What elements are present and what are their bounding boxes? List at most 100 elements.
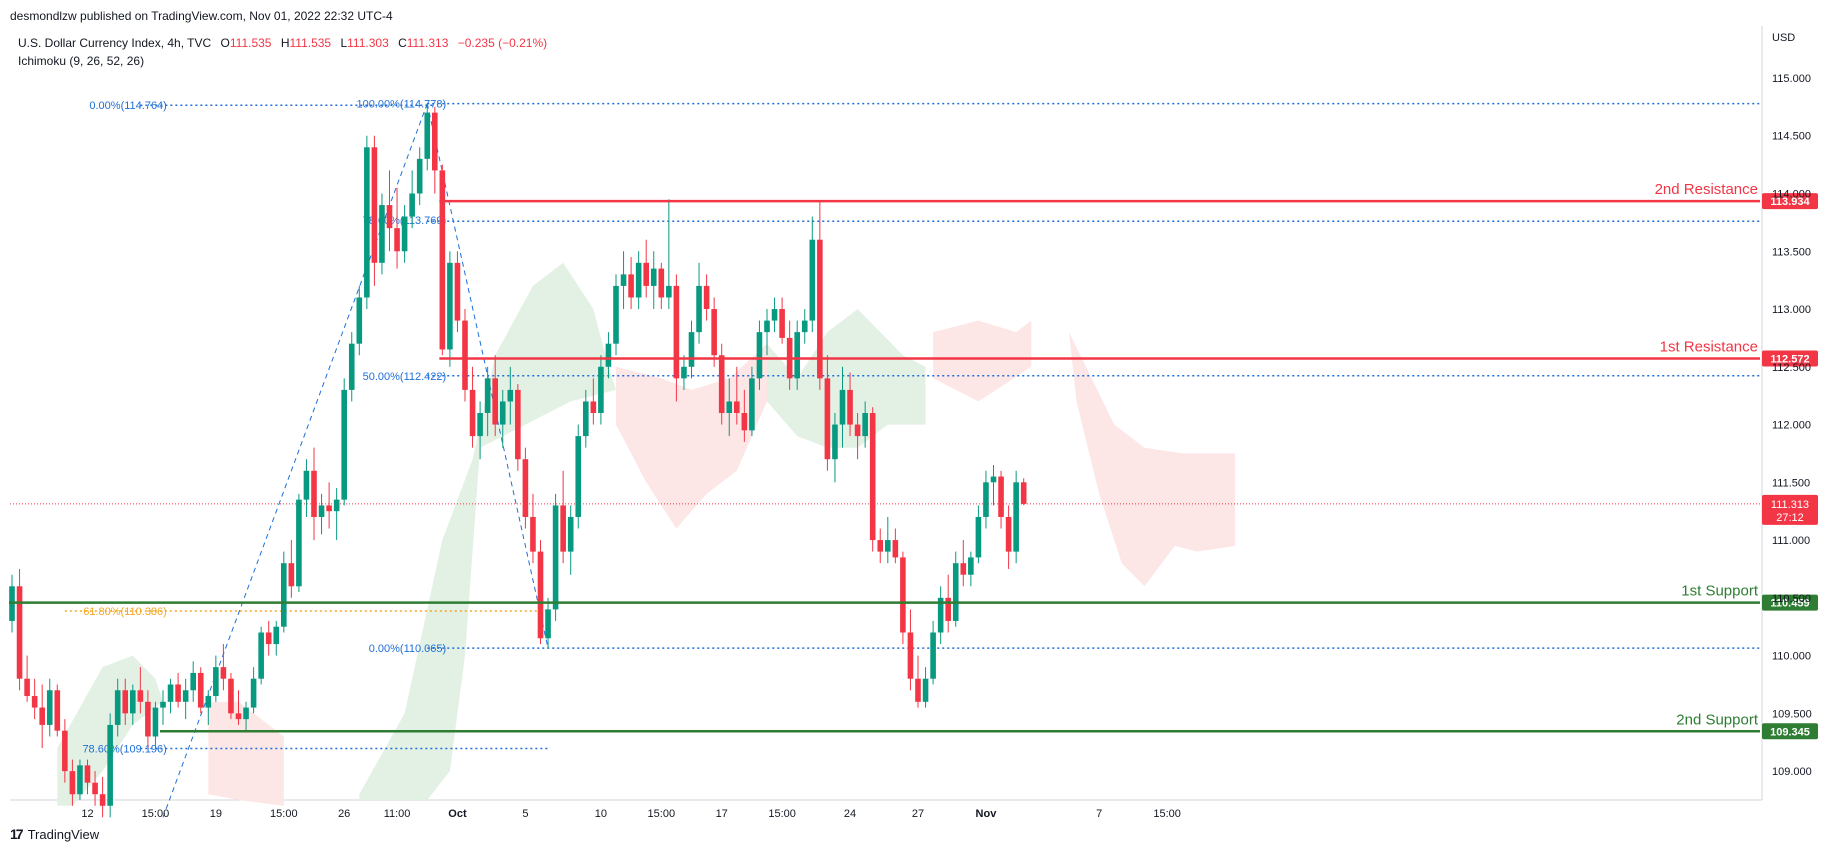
candle-body bbox=[107, 724, 113, 806]
candle-body bbox=[24, 678, 30, 697]
candle-body bbox=[620, 274, 627, 286]
candle-body bbox=[809, 239, 816, 321]
candle-body bbox=[364, 147, 370, 298]
price-axis-tick: 115.000 bbox=[1772, 73, 1811, 85]
candle-body bbox=[77, 765, 83, 795]
time-axis-tick: 15:00 bbox=[142, 808, 170, 820]
candle-body bbox=[348, 343, 355, 390]
time-axis-tick: 7 bbox=[1096, 808, 1102, 820]
candle-body bbox=[432, 112, 438, 171]
candle-body bbox=[182, 690, 189, 702]
candle-body bbox=[741, 413, 748, 431]
candle-body bbox=[628, 274, 634, 298]
candle-body bbox=[356, 297, 363, 344]
candle-body bbox=[552, 505, 559, 610]
ichimoku-cloud bbox=[1069, 332, 1236, 587]
candle-body bbox=[416, 158, 423, 194]
level-price-value: 112.572 bbox=[1770, 353, 1809, 365]
time-axis-tick: 15:00 bbox=[768, 808, 796, 820]
price-axis-tick: 111.000 bbox=[1772, 535, 1810, 547]
candle-body bbox=[764, 320, 770, 333]
price-axis-tick: 109.000 bbox=[1772, 766, 1812, 778]
candle-body bbox=[303, 470, 310, 500]
candle-body bbox=[175, 684, 181, 702]
fib-level-label: 0.00%(114.764) bbox=[89, 100, 166, 112]
candle-body bbox=[703, 285, 710, 310]
ichimoku-cloud bbox=[933, 320, 1032, 402]
candle-body bbox=[39, 707, 45, 725]
candle-body bbox=[296, 499, 302, 587]
fib-level-label: 50.00%(112.422) bbox=[363, 371, 447, 383]
candle-body bbox=[726, 401, 733, 413]
price-axis-tick: 112.000 bbox=[1772, 420, 1811, 432]
candle-body bbox=[341, 389, 347, 500]
candle-body bbox=[114, 690, 121, 725]
candle-body bbox=[265, 632, 272, 645]
candle-body bbox=[922, 678, 929, 702]
price-axis-tick: 114.000 bbox=[1772, 189, 1811, 201]
candle-body bbox=[250, 678, 257, 708]
time-axis-tick: 17 bbox=[716, 808, 728, 820]
candle-body bbox=[326, 505, 332, 512]
candle-body bbox=[545, 609, 551, 639]
candle-body bbox=[137, 690, 144, 702]
fib-level-label: 100.00%(114.778) bbox=[356, 99, 446, 111]
time-axis-tick: 27 bbox=[912, 808, 924, 820]
close-value: 111.313 bbox=[406, 36, 449, 50]
candle-body bbox=[469, 389, 476, 437]
candle-body bbox=[190, 672, 196, 691]
candle-body bbox=[167, 684, 174, 702]
symbol-name[interactable]: U.S. Dollar Currency Index, 4h, TVC bbox=[18, 36, 212, 50]
candle-body bbox=[718, 355, 725, 413]
level-price-tag bbox=[1762, 723, 1818, 740]
candle-body bbox=[492, 378, 498, 425]
candle-body bbox=[1013, 482, 1019, 552]
candle-body bbox=[650, 268, 657, 286]
candle-body bbox=[318, 505, 325, 517]
fib-level-label: 78.60%(109.196) bbox=[82, 743, 166, 755]
fib-level-label: 61.80%(110.386) bbox=[83, 606, 167, 618]
candle-body bbox=[69, 771, 76, 795]
candle-body bbox=[945, 597, 951, 621]
candle-body bbox=[794, 332, 800, 379]
candle-body bbox=[930, 632, 936, 679]
time-axis-tick: 10 bbox=[595, 808, 607, 820]
low-value: 111.303 bbox=[347, 36, 389, 50]
candle-body bbox=[968, 557, 974, 575]
candle-body bbox=[869, 413, 876, 541]
time-axis-tick: 15:00 bbox=[648, 808, 676, 820]
bar-countdown: 27:12 bbox=[1776, 512, 1804, 524]
candle-body bbox=[862, 413, 868, 437]
level-name: 2nd Support bbox=[1676, 711, 1759, 728]
candle-body bbox=[145, 701, 151, 737]
candle-body bbox=[462, 320, 468, 390]
price-axis-tick: 109.500 bbox=[1772, 708, 1812, 720]
candle-body bbox=[779, 309, 785, 338]
price-axis-currency: USD bbox=[1772, 32, 1795, 44]
candle-body bbox=[454, 262, 461, 321]
candle-body bbox=[960, 563, 967, 575]
candle-body bbox=[847, 389, 853, 425]
candle-body bbox=[605, 343, 612, 367]
candle-body bbox=[666, 285, 672, 298]
candle-body bbox=[62, 730, 68, 772]
level-name: 2nd Resistance bbox=[1655, 181, 1758, 198]
candle-body bbox=[122, 690, 129, 714]
candle-body bbox=[477, 413, 483, 437]
tradingview-brand[interactable]: 17 TradingView bbox=[10, 826, 99, 842]
price-axis-tick: 113.500 bbox=[1772, 246, 1811, 258]
candle-body bbox=[243, 707, 249, 720]
candle-body bbox=[394, 228, 400, 252]
candle-body bbox=[824, 378, 831, 460]
candle-body bbox=[598, 366, 604, 413]
candle-body bbox=[673, 285, 680, 379]
candle-body bbox=[583, 401, 589, 437]
high-label: H bbox=[280, 36, 290, 50]
candle-body bbox=[575, 436, 582, 517]
indicator-label[interactable]: Ichimoku (9, 26, 52, 26) bbox=[18, 54, 145, 68]
candle-body bbox=[160, 701, 166, 708]
candle-body bbox=[688, 332, 695, 367]
candle-body bbox=[537, 551, 544, 639]
close-label: C bbox=[398, 36, 407, 50]
